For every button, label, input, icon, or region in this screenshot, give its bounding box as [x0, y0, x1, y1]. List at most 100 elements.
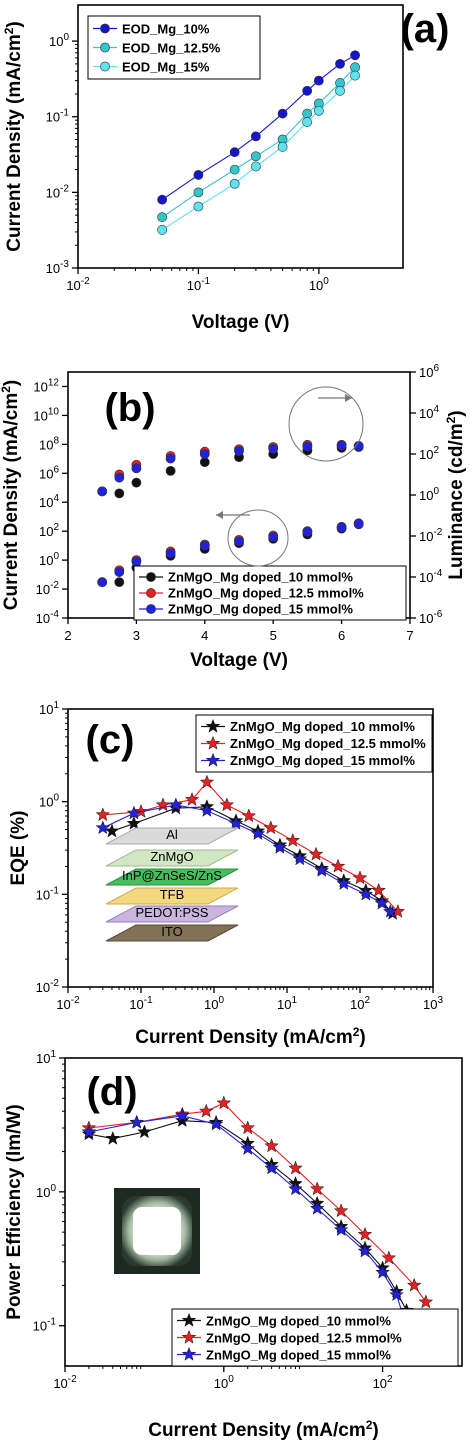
- y-tick-label: 10-1: [46, 108, 70, 125]
- x-tick-label: 5: [270, 628, 277, 643]
- y-tick-label: 106: [39, 464, 59, 481]
- y-tick-label-mantissa: 10: [36, 582, 50, 597]
- y-tick-label-exponent: 1: [53, 700, 59, 711]
- layer-3: [105, 887, 239, 905]
- legend-marker: [181, 1312, 197, 1327]
- data-point: [193, 170, 204, 180]
- y-tick-label-exponent: -1: [50, 885, 59, 896]
- data-point: [335, 85, 345, 96]
- data-point: [126, 815, 142, 830]
- y-tick-label-mantissa: 10: [39, 553, 53, 568]
- x-tick-label: 10-1: [129, 995, 153, 1012]
- data-point: [302, 526, 313, 537]
- y-right-tick-label-mantissa: 10: [419, 570, 433, 585]
- data-point: [371, 882, 386, 897]
- x-tick-label-exponent: -2: [81, 276, 90, 287]
- data-point: [126, 805, 142, 820]
- y-tick-label-mantissa: 10: [39, 524, 53, 539]
- data-point: [352, 870, 368, 885]
- data-point: [240, 1140, 256, 1155]
- y-tick-label-exponent: -3: [60, 259, 69, 270]
- legend: ZnMgO_Mg doped_10 mmol%ZnMgO_Mg doped_12…: [133, 565, 407, 621]
- arrow-head-left-icon: [216, 511, 223, 519]
- y-tick-label-exponent: -1: [47, 1317, 56, 1328]
- y-tick-label: 10-2: [36, 580, 60, 597]
- y-right-tick-label-exponent: -6: [433, 609, 442, 620]
- x-axis-title-text: Current Density (mA/cm: [135, 1027, 353, 1048]
- y-tick-label: 100: [36, 1183, 56, 1200]
- x-axis-title: Voltage (V): [190, 650, 288, 671]
- data-point: [250, 151, 261, 162]
- x-tick-label-mantissa: 7: [406, 628, 413, 643]
- layer-5: [105, 924, 239, 942]
- data-point: [240, 1120, 256, 1135]
- y-right-tick-label-mantissa: 10: [419, 488, 433, 503]
- data-point: [375, 1264, 390, 1279]
- y-tick-label: 101: [39, 700, 59, 717]
- data-point: [193, 187, 204, 198]
- x-tick-label: 3: [133, 628, 140, 643]
- y-tick-label-exponent: 12: [48, 377, 60, 388]
- legend-label: EOD_Mg_15%: [122, 59, 210, 74]
- data-point: [374, 895, 390, 910]
- data-point: [198, 1103, 214, 1118]
- data-point: [264, 1160, 279, 1175]
- legend-label: ZnMgO_Mg doped_10 mmol%: [168, 570, 353, 585]
- legend-label: ZnMgO_Mg doped_10 mmol%: [206, 1313, 391, 1328]
- axis-pointer-annotations: [216, 386, 364, 567]
- data-point: [272, 839, 288, 854]
- data-point: [263, 820, 279, 835]
- x-tick-label: 102: [373, 1374, 393, 1391]
- y-axis-title-text: Current Density (mA/cm: [4, 34, 25, 252]
- y-tick-label-mantissa: 10: [46, 261, 60, 276]
- x-tick-label-exponent: -1: [144, 995, 153, 1006]
- data-point: [199, 540, 210, 551]
- data-point: [268, 443, 279, 454]
- series-2: [97, 518, 364, 588]
- y-tick-label: 100: [49, 32, 69, 49]
- legend-box: [195, 714, 433, 773]
- layer-label: PEDOT:PSS: [136, 905, 209, 920]
- x-tick-label: 100: [309, 276, 329, 293]
- y-tick-label-mantissa: 10: [39, 795, 53, 810]
- y-tick-label-exponent: -2: [60, 183, 69, 194]
- y-tick-label-exponent: 8: [53, 435, 59, 446]
- legend-marker: [146, 588, 156, 598]
- series-2: [81, 1108, 411, 1322]
- y-axis-title-text: Power Efficiency (lm/W): [4, 1104, 25, 1319]
- data-point: [277, 108, 288, 119]
- y-axis-title: EQE (%): [8, 811, 29, 886]
- legend-label: ZnMgO_Mg doped_15 mmol%: [168, 602, 353, 617]
- y-tick-label: 100: [39, 793, 59, 810]
- x-tick-label-exponent: 1: [291, 995, 297, 1006]
- data-point: [292, 851, 308, 866]
- legend-box: [133, 565, 407, 621]
- layer-2: [105, 868, 239, 886]
- x-axis-title-superscript: 2: [366, 1418, 373, 1432]
- chart-panel-b: 2 3 4 5 6 710-410-21001021041061081010101210-…: [0, 363, 467, 671]
- legend: EOD_Mg_10% EOD_Mg_12.5% EOD_Mg_15%: [87, 15, 261, 80]
- y-tick-label-exponent: 2: [53, 522, 59, 533]
- y-axis-title-text-end: ): [1, 380, 22, 386]
- y-right-tick-label: 102: [419, 445, 439, 462]
- data-point: [350, 62, 360, 73]
- data-point: [302, 117, 313, 127]
- y-right-axis-title: Luminance (cd/m2): [444, 410, 467, 579]
- data-point: [350, 50, 360, 61]
- data-point: [129, 1114, 145, 1129]
- series-1: [95, 774, 406, 918]
- data-point: [302, 108, 313, 119]
- x-tick-label-mantissa: 10: [66, 278, 80, 293]
- data-point: [81, 1124, 97, 1139]
- data-point: [168, 797, 184, 812]
- data-point: [336, 440, 347, 451]
- legend-marker: [100, 42, 110, 53]
- legend-marker: [100, 23, 110, 34]
- x-tick-label-mantissa: 10: [373, 1376, 387, 1391]
- data-point: [313, 75, 324, 86]
- x-axis-title: Voltage (V): [192, 312, 290, 333]
- y-axis-title: Current Density (mA/cm2): [2, 21, 25, 252]
- data-point: [302, 85, 313, 96]
